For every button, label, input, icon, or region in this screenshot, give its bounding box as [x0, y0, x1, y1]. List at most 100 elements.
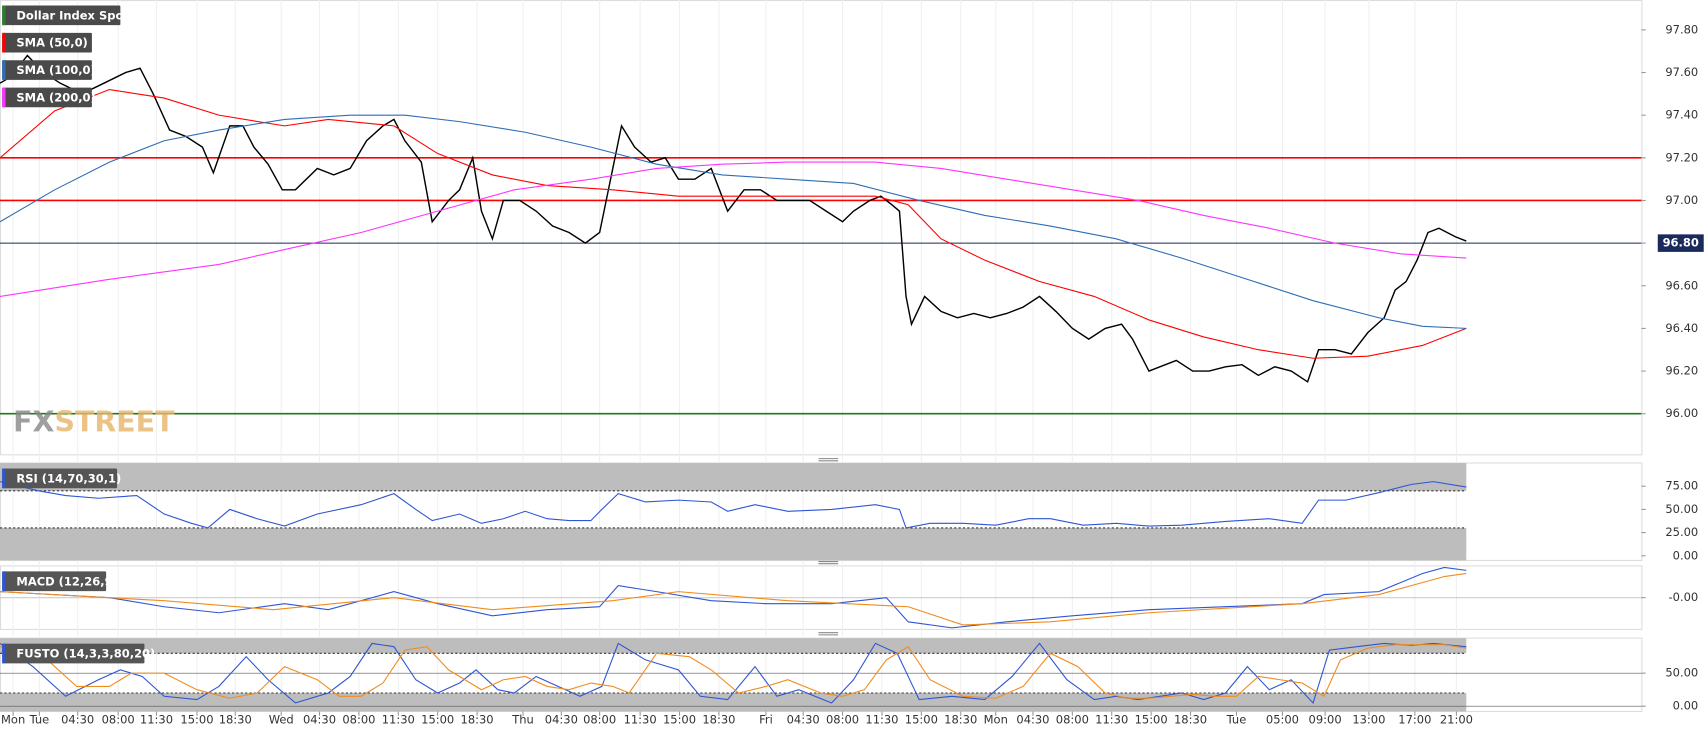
y-tick-label: 96.40: [1665, 321, 1698, 335]
legend-item[interactable]: SMA (200,0): [2, 87, 96, 108]
y-tick-label: 50.00: [1665, 502, 1698, 516]
y-tick-label: 96.60: [1665, 278, 1698, 292]
series-line: [0, 572, 1467, 626]
y-tick-label: 97.60: [1665, 65, 1698, 79]
x-tick-label: 18:30: [461, 713, 494, 727]
legend-label[interactable]: SMA (200,0): [16, 90, 95, 104]
x-tick-label: Tue: [1226, 713, 1247, 727]
x-tick-label: 08:00: [342, 713, 375, 727]
overbought-band: [0, 463, 1467, 491]
x-tick-label: Mon: [1, 713, 25, 727]
series-line: [0, 644, 1467, 699]
legend-item[interactable]: MACD (12,26,9): [2, 571, 118, 592]
overbought-band: [0, 638, 1467, 654]
x-tick-label: 11:30: [624, 713, 657, 727]
legend-swatch[interactable]: [2, 5, 6, 26]
series-line: [0, 481, 1467, 529]
x-tick-label: Tue: [29, 713, 50, 727]
x-tick-label: 15:00: [663, 713, 696, 727]
legend-box[interactable]: [2, 571, 107, 592]
x-tick-label: Mon: [984, 713, 1008, 727]
x-tick-label: 08:00: [826, 713, 859, 727]
x-tick-label: 11:30: [865, 713, 898, 727]
x-tick-label: 09:00: [1309, 713, 1342, 727]
oversold-band: [0, 527, 1467, 561]
series-line: [0, 161, 1467, 297]
x-tick-label: 18:30: [702, 713, 735, 727]
legend-swatch[interactable]: [2, 571, 6, 592]
x-tick-label: 15:00: [180, 713, 213, 727]
legend-box[interactable]: [2, 87, 92, 108]
x-tick-label: 04:30: [1016, 713, 1049, 727]
x-tick-label: 15:00: [421, 713, 454, 727]
series-line: [0, 566, 1467, 629]
y-tick-label: 0.00: [1673, 548, 1699, 562]
y-tick-label: 25.00: [1665, 525, 1698, 539]
y-tick-label: 75.00: [1665, 479, 1698, 493]
x-tick-label: 08:00: [583, 713, 616, 727]
legend-swatch[interactable]: [2, 32, 6, 53]
oversold-band: [0, 692, 1467, 712]
watermark-fx: FX: [13, 406, 54, 439]
x-tick-label: Wed: [269, 713, 294, 727]
watermark: FXSTREET: [13, 406, 175, 439]
legend-item[interactable]: SMA (50,0): [2, 32, 92, 53]
main-panel-frame: [0, 0, 1643, 456]
legend-box[interactable]: [2, 5, 121, 26]
y-tick-label: 96.20: [1665, 364, 1698, 378]
last-price-box: [1657, 234, 1704, 252]
last-price-label: 96.80: [1663, 236, 1699, 250]
y-tick-label: 97.00: [1665, 193, 1698, 207]
x-tick-label: 18:30: [1174, 713, 1207, 727]
legend-item[interactable]: Dollar Index Spot: [2, 5, 129, 26]
y-tick-label: 97.20: [1665, 150, 1698, 164]
legend-box[interactable]: [2, 60, 92, 80]
watermark-street: STREET: [54, 406, 175, 439]
y-tick-label: -0.00: [1669, 590, 1699, 604]
series-line: [0, 88, 1467, 359]
y-tick-label: 50.00: [1665, 666, 1698, 680]
legend-label[interactable]: Dollar Index Spot: [16, 8, 129, 22]
y-tick-label: 96.00: [1665, 406, 1698, 420]
x-tick-label: 04:30: [545, 713, 578, 727]
legend-label[interactable]: SMA (100,0): [16, 63, 95, 77]
x-tick-label: 15:00: [905, 713, 938, 727]
legend-swatch[interactable]: [2, 87, 6, 108]
y-tick-label: 97.40: [1665, 108, 1698, 122]
series-line: [0, 642, 1467, 705]
x-tick-label: 21:00: [1440, 713, 1473, 727]
legend-item[interactable]: RSI (14,70,30,1): [2, 468, 121, 489]
x-tick-label: 13:00: [1352, 713, 1385, 727]
legend-label[interactable]: FUSTO (14,3,3,80,20): [16, 647, 155, 661]
series-line: [0, 54, 1467, 383]
x-tick-label: Thu: [511, 713, 534, 727]
legend-label[interactable]: RSI (14,70,30,1): [16, 471, 121, 485]
x-tick-label: 08:00: [102, 713, 135, 727]
x-tick-label: 17:00: [1398, 713, 1431, 727]
legend-label[interactable]: SMA (50,0): [16, 36, 87, 50]
legend-label[interactable]: MACD (12,26,9): [16, 574, 117, 588]
x-tick-label: 15:00: [1135, 713, 1168, 727]
legend-box[interactable]: [2, 468, 118, 489]
x-tick-label: Fri: [759, 713, 773, 727]
x-tick-label: 11:30: [382, 713, 415, 727]
legend-swatch[interactable]: [2, 468, 6, 489]
x-tick-label: 18:30: [219, 713, 252, 727]
x-tick-label: 04:30: [61, 713, 94, 727]
x-tick-label: 04:30: [787, 713, 820, 727]
legend-box[interactable]: [2, 32, 92, 53]
panel-splitters[interactable]: [818, 458, 839, 636]
x-tick-label: 04:30: [303, 713, 336, 727]
legend-box[interactable]: [2, 643, 145, 664]
legend-item[interactable]: SMA (100,0): [2, 60, 96, 80]
x-tick-label: 05:00: [1266, 713, 1299, 727]
y-tick-label: 97.80: [1665, 22, 1698, 36]
legend-item[interactable]: FUSTO (14,3,3,80,20): [2, 643, 155, 664]
legend-swatch[interactable]: [2, 60, 6, 80]
x-tick-label: 18:30: [944, 713, 977, 727]
legend-swatch[interactable]: [2, 643, 6, 664]
x-tick-label: 08:00: [1056, 713, 1089, 727]
x-tick-label: 11:30: [1095, 713, 1128, 727]
series-line: [0, 114, 1467, 329]
